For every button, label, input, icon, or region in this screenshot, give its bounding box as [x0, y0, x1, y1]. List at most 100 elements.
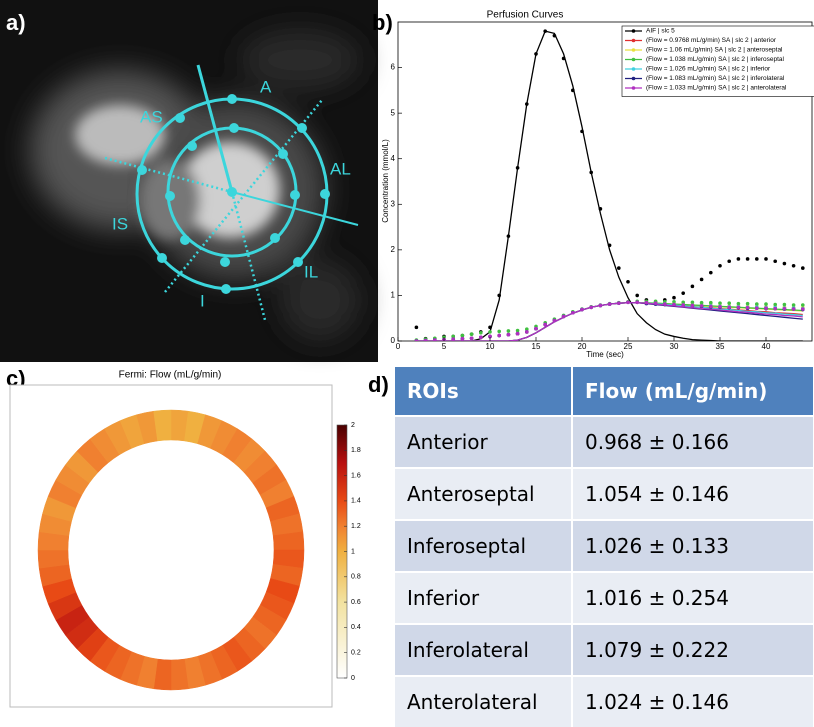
panel-label: a) [6, 10, 26, 35]
panel-label: b) [372, 10, 393, 35]
data-point [709, 301, 713, 305]
data-point [516, 166, 520, 170]
x-tick-label: 30 [670, 342, 679, 351]
data-point [755, 257, 759, 261]
data-point [792, 303, 796, 307]
legend-label: (Flow = 0.9768 mL/g/min) SA | slc 2 | an… [646, 37, 777, 44]
data-point [727, 301, 731, 305]
y-tick-label: 3 [391, 199, 396, 208]
data-point [635, 294, 639, 298]
data-point [746, 257, 750, 261]
data-point [534, 327, 538, 331]
data-point [488, 326, 492, 330]
roi-label: A [260, 77, 272, 96]
data-point [737, 302, 741, 306]
data-point [691, 304, 695, 308]
data-point [424, 339, 428, 343]
data-point [451, 337, 455, 341]
data-point [626, 300, 630, 304]
legend-marker [632, 86, 636, 90]
colorbar-label: 0 [351, 675, 355, 682]
y-axis-label: Concentration (mmol/L) [381, 139, 390, 223]
data-point [654, 301, 658, 305]
table-cell: 1.016 ± 0.254 [572, 572, 813, 624]
data-point [415, 326, 419, 330]
data-point [497, 334, 501, 338]
colorbar-label: 1.2 [351, 523, 361, 530]
legend-label: (Flow = 1.038 mL/g/min) SA | slc 2 | inf… [646, 56, 785, 63]
data-point [553, 34, 557, 38]
data-point [709, 305, 713, 309]
data-point [516, 329, 520, 333]
chart-title: Fermi: Flow (mL/g/min) [119, 370, 222, 381]
header-cell: Flow (mL/g/min) [572, 366, 813, 416]
panel-label: d) [368, 372, 389, 397]
data-point [497, 294, 501, 298]
data-point [589, 305, 593, 309]
roi-label: IS [112, 214, 128, 233]
page: A AS AL IS IL I a) b) c) d) Perfusion Cu… [0, 0, 814, 714]
data-point [755, 306, 759, 310]
data-point [792, 264, 796, 268]
data-point [626, 280, 630, 284]
legend-label: (Flow = 1.026 mL/g/min) SA | slc 2 | inf… [646, 66, 771, 73]
data-point [672, 296, 676, 300]
data-point [580, 130, 584, 134]
data-point [507, 333, 511, 337]
table-cell: 1.024 ± 0.146 [572, 676, 813, 727]
colorbar-label: 0.8 [351, 574, 361, 581]
data-point [617, 301, 621, 305]
x-tick-label: 5 [442, 342, 447, 351]
legend-label: (Flow = 1.06 mL/g/min) SA | slc 2 | ante… [646, 47, 783, 54]
colorbar-label: 0.4 [351, 624, 361, 631]
data-point [681, 303, 685, 307]
legend-label: AIF | slc 5 [646, 28, 675, 35]
data-point [507, 234, 511, 238]
data-point [516, 332, 520, 336]
data-point [801, 266, 805, 270]
table-row: Anterior0.968 ± 0.166 [395, 416, 813, 468]
data-point [479, 331, 483, 335]
x-tick-label: 35 [716, 342, 725, 351]
roi-label: AS [140, 107, 163, 126]
y-tick-label: 4 [391, 154, 396, 163]
data-point [764, 257, 768, 261]
legend-label: (Flow = 1.033 mL/g/min) SA | slc 2 | ant… [646, 85, 787, 92]
data-point [589, 171, 593, 175]
x-tick-label: 25 [624, 342, 633, 351]
data-point [700, 278, 704, 282]
legend-marker [632, 39, 636, 43]
table-cell: 1.079 ± 0.222 [572, 624, 813, 676]
x-tick-label: 20 [578, 342, 587, 351]
data-point [801, 307, 805, 311]
table-cell: Anterior [395, 416, 572, 468]
data-point [470, 332, 474, 336]
colorbar-label: 1 [351, 548, 355, 555]
x-tick-label: 40 [762, 342, 771, 351]
data-point [801, 303, 805, 307]
data-point [553, 319, 557, 323]
table-cell: Inferoseptal [395, 520, 572, 572]
data-point [746, 302, 750, 306]
colorbar-label: 0.6 [351, 599, 361, 606]
data-point [534, 52, 538, 56]
data-point [608, 302, 612, 306]
x-axis-label: Time (sec) [586, 350, 624, 359]
data-point [461, 337, 465, 341]
data-point [783, 307, 787, 311]
colorbar-label: 1.8 [351, 447, 361, 454]
data-point [700, 301, 704, 305]
data-point [580, 308, 584, 312]
data-point [727, 305, 731, 309]
data-point [497, 330, 501, 334]
x-tick-label: 10 [486, 342, 495, 351]
table-cell: 1.026 ± 0.133 [572, 520, 813, 572]
data-point [571, 311, 575, 315]
data-point [737, 305, 741, 309]
data-point [543, 323, 547, 327]
data-point [691, 300, 695, 304]
flow-table: ROIsFlow (mL/g/min) Anterior0.968 ± 0.16… [395, 365, 813, 727]
data-point [718, 301, 722, 305]
data-point [764, 306, 768, 310]
table-row: Anteroseptal1.054 ± 0.146 [395, 468, 813, 520]
